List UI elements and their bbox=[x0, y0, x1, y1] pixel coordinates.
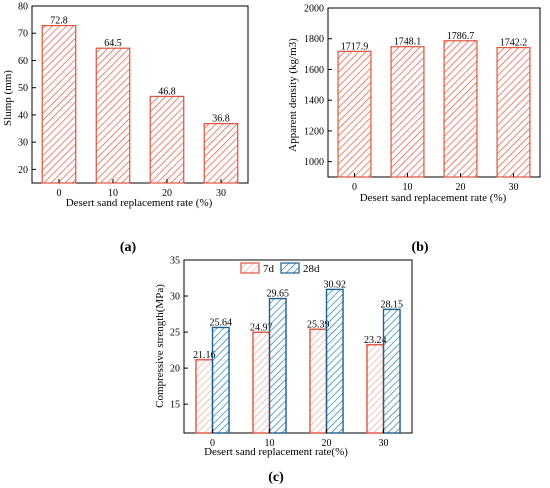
panel-c-chart: 15 20 25 30 35 21.16 25.64 0 24.97 29.65 10 25.39 30… bbox=[154, 256, 413, 485]
panel-b-x-tick-label: 0 bbox=[352, 182, 357, 193]
panel-c-bar-7d bbox=[195, 359, 214, 434]
panel-a-data-label: 64.5 bbox=[104, 38, 122, 49]
panel-a-y-tick-label: 30 bbox=[18, 138, 28, 149]
panel-a-x-tick-label: 30 bbox=[216, 188, 226, 199]
panel-c-legend: 7d 28d bbox=[240, 262, 320, 275]
panel-c-data-label: 25.64 bbox=[210, 317, 233, 328]
panel-b-x-tick-label: 30 bbox=[509, 182, 519, 193]
panel-c-bar-28d bbox=[325, 288, 344, 434]
panel-c-x-tick-label: 20 bbox=[322, 438, 332, 449]
panel-a-y-tick-label: 40 bbox=[18, 110, 28, 121]
panel-c-y-tick-label: 15 bbox=[170, 400, 180, 411]
panel-b-x-tick-label: 20 bbox=[456, 182, 466, 193]
panel-c-y-tick-label: 35 bbox=[170, 256, 180, 267]
panel-b-bar bbox=[443, 40, 478, 178]
panel-c-y-tick-label: 20 bbox=[170, 364, 180, 375]
panel-c-bar-7d bbox=[252, 331, 271, 434]
panel-c-bar-28d bbox=[211, 326, 230, 434]
panel-b-data-label: 1748.1 bbox=[394, 37, 422, 48]
panel-b-bar bbox=[390, 46, 425, 178]
panel-b-bar bbox=[496, 47, 531, 178]
panel-a-bar bbox=[149, 95, 185, 184]
panel-c-y-axis-label: Compressive strength(MPa) bbox=[154, 284, 166, 408]
panel-b-bar bbox=[337, 50, 372, 178]
panel-c-data-label: 25.39 bbox=[307, 319, 330, 330]
panel-a-x-tick-label: 10 bbox=[108, 188, 118, 199]
panel-a-bar bbox=[95, 47, 131, 184]
panel-c-data-label: 28.15 bbox=[381, 299, 404, 310]
panel-c-y-tick-label: 25 bbox=[170, 328, 180, 339]
panel-a-y-tick-label: 80 bbox=[18, 2, 28, 13]
panel-b-y-tick-label: 1200 bbox=[304, 126, 324, 137]
panel-b-data-label: 1717.9 bbox=[341, 41, 369, 52]
panel-c-x-tick-label: 30 bbox=[379, 438, 389, 449]
panel-c-data-label: 24.97 bbox=[250, 322, 273, 333]
panel-b-y-tick-label: 1400 bbox=[304, 96, 324, 107]
panel-a-y-tick-label: 50 bbox=[18, 83, 28, 94]
panel-c-data-label: 21.16 bbox=[193, 350, 216, 361]
panel-c-data-label: 30.92 bbox=[324, 279, 347, 290]
legend-swatch-28d bbox=[280, 262, 300, 274]
panel-a-y-tick-label: 70 bbox=[18, 29, 28, 40]
panel-b-x-axis-label: Desert sand replacement rate (%) bbox=[360, 192, 507, 204]
panel-b-y-tick-label: 1800 bbox=[304, 34, 324, 45]
panel-c-data-label: 29.65 bbox=[267, 289, 290, 300]
panel-b-x-tick-label: 10 bbox=[403, 182, 413, 193]
panel-b-data-label: 1786.7 bbox=[447, 31, 475, 42]
panel-a-y-tick-label: 60 bbox=[18, 56, 28, 67]
panel-a-data-label: 46.8 bbox=[158, 86, 176, 97]
panel-c-y-tick-label: 30 bbox=[170, 292, 180, 303]
panel-b-chart: 1000 1200 1400 1600 1800 2000 1717.9 0 1748.1 10 1… bbox=[287, 4, 541, 255]
panel-c-data-label: 23.24 bbox=[364, 335, 387, 346]
panel-b-y-tick-label: 1000 bbox=[304, 157, 324, 168]
panel-c-x-tick-label: 10 bbox=[265, 438, 275, 449]
panel-a-y-axis-label: Slump (mm) bbox=[2, 70, 14, 126]
panel-b-y-tick-label: 2000 bbox=[304, 4, 324, 15]
panel-a-x-axis-label: Desert sand replacement rate (%) bbox=[66, 197, 213, 209]
legend-swatch-7d bbox=[240, 262, 260, 274]
panel-a-x-tick-label: 20 bbox=[162, 188, 172, 199]
panel-a-data-label: 72.8 bbox=[50, 16, 68, 27]
panel-a-y-tick-label: 20 bbox=[18, 165, 28, 176]
panel-c-x-tick-label: 0 bbox=[210, 438, 215, 449]
panel-a-data-label: 36.8 bbox=[212, 114, 230, 125]
panel-c-label: (c) bbox=[268, 470, 284, 485]
panel-b-data-label: 1742.2 bbox=[500, 38, 528, 49]
panel-c-bar-28d bbox=[382, 308, 401, 434]
panel-a-x-tick-label: 0 bbox=[57, 188, 62, 199]
legend-label-28d: 28d bbox=[303, 263, 320, 275]
panel-b-plot-frame bbox=[327, 7, 541, 178]
panel-a-bar bbox=[41, 25, 77, 184]
panel-b-label: (b) bbox=[411, 240, 428, 255]
panel-c-bar-28d bbox=[268, 297, 287, 434]
legend-label-7d: 7d bbox=[263, 263, 275, 275]
panel-c-x-axis-label: Desert sand replacement rate(%) bbox=[204, 446, 348, 458]
panel-c-bar-7d bbox=[366, 344, 385, 434]
panel-a-label: (a) bbox=[120, 240, 137, 255]
panel-c-bar-7d bbox=[309, 328, 328, 434]
panel-c-plot-frame bbox=[183, 259, 413, 434]
panel-b-y-tick-label: 1600 bbox=[304, 65, 324, 76]
panel-a-chart: 20 30 40 50 60 70 80 72.8 0 64.5 10 46.8 20 36.8 30 De… bbox=[2, 2, 249, 255]
panel-a-bar bbox=[203, 123, 239, 184]
panel-a-plot-frame bbox=[31, 5, 249, 184]
panel-b-y-axis-label: Apparent density (kg/m3) bbox=[287, 38, 299, 152]
